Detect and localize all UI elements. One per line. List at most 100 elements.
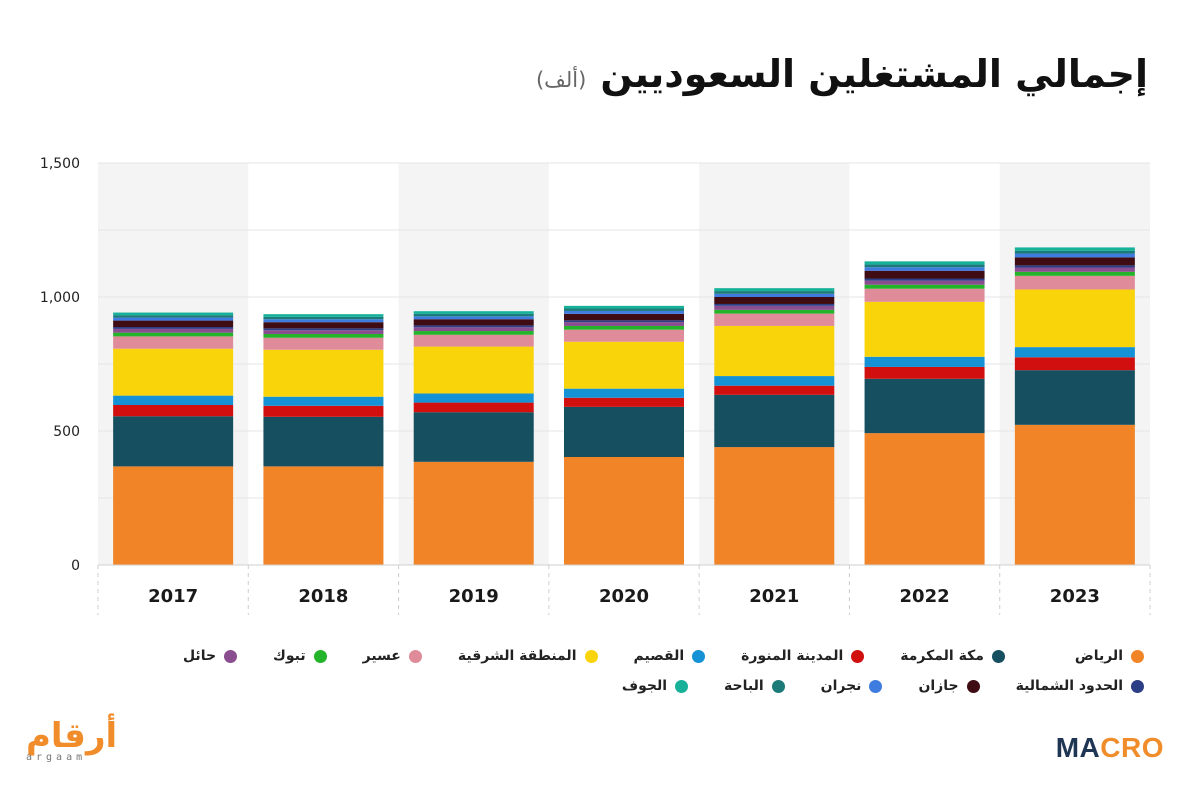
- macro-logo: MACRO: [1056, 732, 1164, 764]
- legend-swatch: [224, 649, 238, 663]
- chart-title: إجمالي المشتغلين السعوديين: [600, 52, 1148, 96]
- bar-segment: [263, 396, 384, 406]
- legend-item: جازان: [918, 678, 980, 694]
- bar-segment: [1014, 265, 1135, 268]
- legend-label: مكة المكرمة: [900, 648, 984, 664]
- bar-segment: [1014, 357, 1135, 371]
- bar-segment: [564, 397, 684, 407]
- legend-label: الرياض: [1074, 648, 1123, 664]
- bar-segment: [714, 325, 835, 377]
- bar-segment: [714, 313, 835, 326]
- bar-segment: [263, 330, 384, 334]
- legend-swatch: [584, 649, 598, 663]
- bar-segment: [864, 267, 985, 271]
- legend-label: الجوف: [621, 678, 668, 694]
- bar-segment: [564, 341, 684, 389]
- legend-swatch: [408, 649, 422, 663]
- bar-segment: [113, 405, 234, 417]
- legend-item: الحدود الشمالية: [1016, 678, 1144, 694]
- y-tick-label: 0: [71, 558, 80, 574]
- argaam-logo-latin: argaam: [26, 752, 87, 763]
- bar-segment: [864, 280, 985, 285]
- bar-segment: [864, 301, 985, 357]
- legend-swatch: [771, 679, 785, 693]
- legend-label: الباحة: [724, 678, 764, 694]
- bar-segment: [413, 346, 534, 394]
- legend-item: نجران: [821, 678, 883, 694]
- x-tick-label: 2021: [749, 586, 799, 607]
- bar-segment: [1014, 250, 1135, 254]
- legend-item: القصيم: [634, 648, 706, 664]
- bar-segment: [263, 316, 384, 320]
- bar-segment: [413, 331, 534, 335]
- bar-segment: [1014, 247, 1135, 251]
- argaam-logo: أرقام argaam: [26, 718, 117, 763]
- bar-segment: [113, 327, 234, 329]
- bar-segment: [413, 412, 534, 462]
- bar-segment: [113, 348, 234, 396]
- bar-segment: [113, 336, 234, 349]
- bar-segment: [564, 388, 684, 398]
- bar-segment: [1014, 347, 1135, 358]
- bar-segment: [864, 433, 985, 565]
- bar-segment: [864, 284, 985, 289]
- bar-segment: [714, 305, 835, 310]
- bar-segment: [1014, 370, 1135, 425]
- legend-item: المنطقة الشرقية: [458, 648, 598, 664]
- bar-segment: [1014, 275, 1135, 290]
- x-tick-label: 2022: [900, 586, 950, 607]
- bar-segment: [413, 313, 534, 317]
- bar-segment: [864, 261, 985, 265]
- bar-segment: [864, 264, 985, 268]
- bar-segment: [263, 466, 384, 565]
- bar-segment: [413, 334, 534, 347]
- legend-item: الجوف: [621, 678, 689, 694]
- legend-swatch: [675, 679, 689, 693]
- bar-segment: [564, 456, 684, 565]
- legend-label: نجران: [820, 678, 862, 694]
- bar-segment: [413, 402, 534, 413]
- legend-label: جازان: [918, 678, 959, 694]
- legend-swatch: [869, 679, 883, 693]
- bar-segment: [1014, 267, 1135, 272]
- x-tick-label: 2023: [1050, 586, 1100, 607]
- x-tick-label: 2017: [148, 586, 198, 607]
- bar-segment: [714, 297, 835, 304]
- bar-segment: [714, 293, 835, 297]
- bar-segment: [413, 319, 534, 326]
- bar-segment: [864, 270, 985, 279]
- legend-item: الرياض: [1075, 648, 1144, 664]
- bar-segment: [564, 305, 684, 309]
- legend-label: الحدود الشمالية: [1015, 678, 1123, 694]
- bar-segment: [864, 278, 985, 281]
- x-tick-label: 2020: [599, 586, 649, 607]
- bar-segment: [113, 320, 234, 328]
- chart-title-block: إجمالي المشتغلين السعوديين (ألف): [536, 52, 1148, 96]
- bar-segment: [864, 366, 985, 379]
- legend-swatch: [1131, 649, 1144, 663]
- bar-segment: [1014, 289, 1135, 348]
- bar-segment: [113, 328, 234, 333]
- bar-segment: [564, 320, 684, 323]
- bar-segment: [714, 303, 835, 306]
- bar-segment: [714, 385, 835, 395]
- x-tick-label: 2019: [449, 586, 499, 607]
- bar-segment: [714, 291, 835, 294]
- bar-segment: [564, 310, 684, 314]
- legend-item: مكة المكرمة: [900, 648, 1005, 664]
- bar-segment: [1014, 257, 1135, 266]
- chart-unit: (ألف): [535, 68, 587, 92]
- x-tick-label: 2018: [298, 586, 348, 607]
- bar-segment: [864, 288, 985, 302]
- bar-segment: [113, 315, 234, 318]
- bar-segment: [1014, 424, 1135, 565]
- legend-swatch: [1131, 679, 1144, 693]
- bar-segment: [263, 333, 384, 338]
- bar-segment: [263, 405, 384, 417]
- bar-segment: [714, 309, 835, 314]
- bar-segment: [564, 325, 684, 330]
- bar-segment: [113, 332, 234, 337]
- bar-segment: [263, 314, 384, 317]
- chart-legend: الرياض مكة المكرمة المدينة المنورة القصيم ال…: [54, 648, 1144, 694]
